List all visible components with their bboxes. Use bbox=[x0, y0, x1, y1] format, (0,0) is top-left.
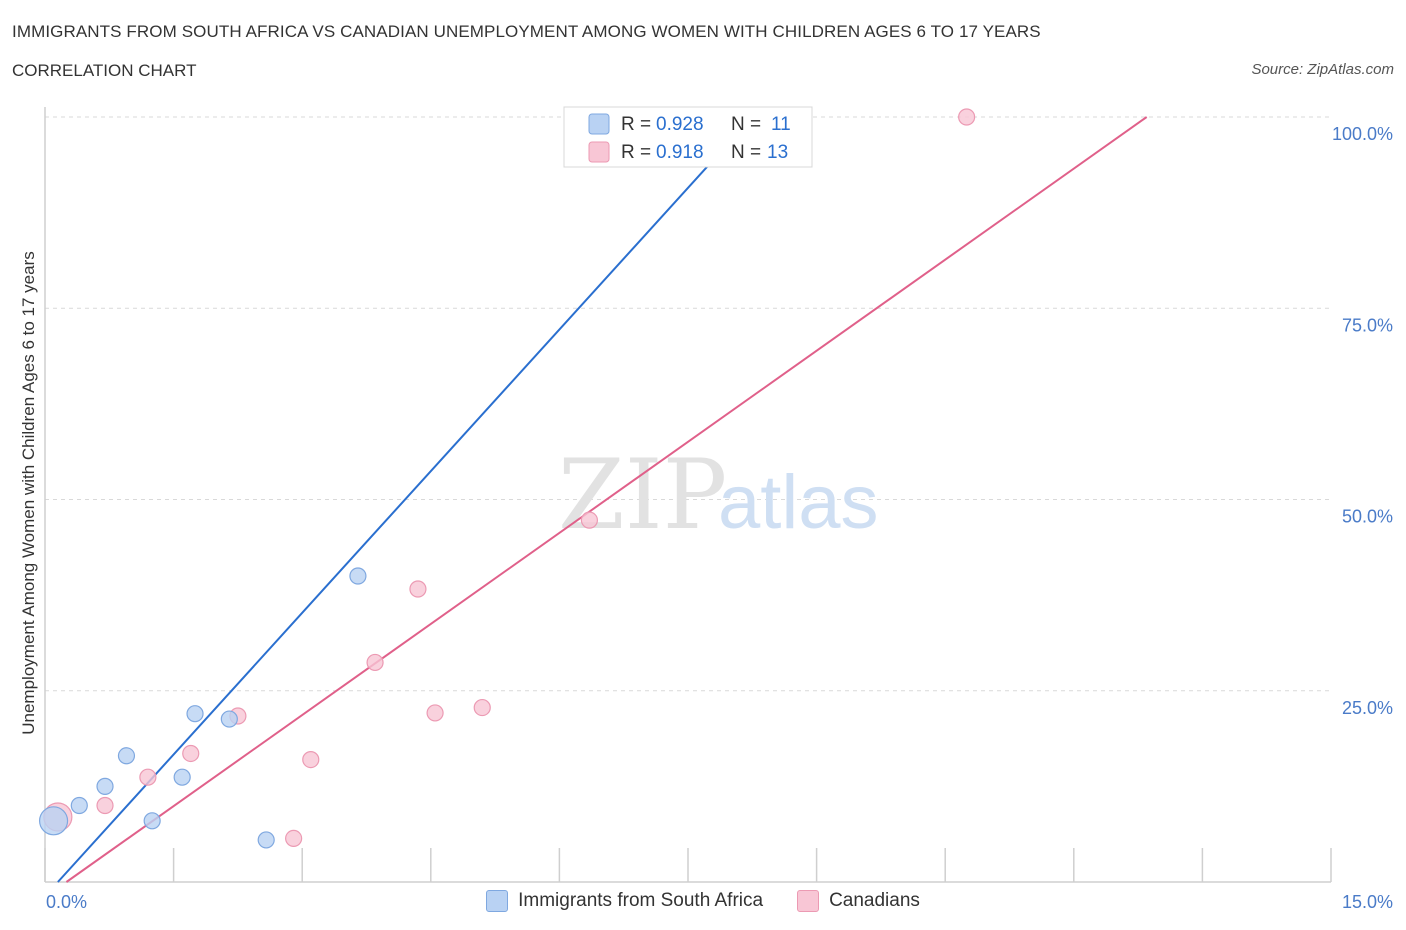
legend-n-value: 13 bbox=[767, 142, 788, 163]
legend-item-immigrants: Immigrants from South Africa bbox=[486, 890, 763, 912]
legend-swatch-blue bbox=[486, 890, 509, 912]
data-point-immigrants bbox=[220, 710, 238, 728]
data-point-canadians bbox=[580, 511, 599, 529]
data-point-immigrants bbox=[70, 796, 88, 815]
y-tick-label: 50.0% bbox=[1342, 507, 1393, 527]
y-tick-label: 100.0% bbox=[1332, 124, 1393, 144]
legend-r-label: R = bbox=[621, 114, 651, 135]
y-tick-label: 75.0% bbox=[1342, 315, 1393, 335]
grid-layer bbox=[45, 116, 1331, 692]
data-point-immigrants bbox=[117, 747, 136, 765]
data-point-immigrants bbox=[349, 567, 367, 585]
data-point-canadians bbox=[473, 698, 491, 717]
data-point-canadians bbox=[139, 768, 157, 786]
legend-swatch-blue bbox=[588, 113, 610, 135]
point-layer bbox=[38, 108, 976, 849]
axis-layer bbox=[44, 107, 1332, 883]
legend-label: Canadians bbox=[829, 890, 920, 911]
watermark: ZIP atlas bbox=[558, 439, 879, 551]
data-point-canadians bbox=[426, 704, 444, 722]
legend-r-value: 0.928 bbox=[656, 114, 704, 135]
y-tick-label: 25.0% bbox=[1342, 698, 1393, 718]
legend-swatch-pink bbox=[588, 141, 610, 163]
legend-n-value: 11 bbox=[771, 114, 791, 135]
data-point-canadians bbox=[182, 744, 200, 763]
data-point-immigrants bbox=[173, 768, 191, 786]
chart-subtitle: CORRELATION CHART bbox=[12, 61, 197, 80]
data-point-immigrants bbox=[143, 812, 161, 830]
watermark-atlas: atlas bbox=[718, 460, 879, 545]
data-point-immigrants bbox=[38, 806, 69, 836]
legend-n-label: N = bbox=[731, 114, 761, 135]
x-tick-label: 15.0% bbox=[1342, 892, 1393, 912]
data-point-immigrants bbox=[257, 831, 275, 849]
data-point-canadians bbox=[285, 829, 303, 847]
data-point-canadians bbox=[409, 580, 427, 598]
legend-box: R = 0.928 N = 11 R = 0.918 N = 13 bbox=[563, 106, 813, 168]
legend-r-value: 0.918 bbox=[656, 142, 704, 163]
legend-r-label: R = bbox=[621, 142, 651, 163]
legend-item-canadians: Canadians bbox=[797, 890, 920, 912]
legend-swatch-pink bbox=[797, 890, 820, 912]
tick-labels: 25.0% 50.0% 75.0% 100.0% 0.0% 15.0% bbox=[46, 124, 1393, 912]
watermark-zip: ZIP bbox=[558, 439, 727, 551]
legend-n-label: N = bbox=[731, 142, 761, 163]
data-point-canadians bbox=[302, 750, 320, 769]
y-axis-label: Unemployment Among Women with Children A… bbox=[19, 251, 38, 735]
data-point-canadians bbox=[96, 796, 114, 815]
data-point-immigrants bbox=[186, 705, 204, 723]
bottom-legend: Immigrants from South Africa Canadians bbox=[0, 890, 1406, 912]
chart-title: IMMIGRANTS FROM SOUTH AFRICA VS CANADIAN… bbox=[12, 22, 1041, 41]
legend-label: Immigrants from South Africa bbox=[518, 890, 764, 911]
trend-line-canadians bbox=[65, 116, 1148, 883]
data-point-canadians bbox=[958, 108, 976, 126]
source-label: Source: ZipAtlas.com bbox=[1251, 61, 1394, 78]
x-tick-label: 0.0% bbox=[46, 892, 87, 912]
trend-layer bbox=[57, 116, 1148, 883]
trend-line-immigrants bbox=[57, 116, 754, 883]
data-point-canadians bbox=[366, 653, 384, 672]
data-point-immigrants bbox=[96, 777, 114, 795]
